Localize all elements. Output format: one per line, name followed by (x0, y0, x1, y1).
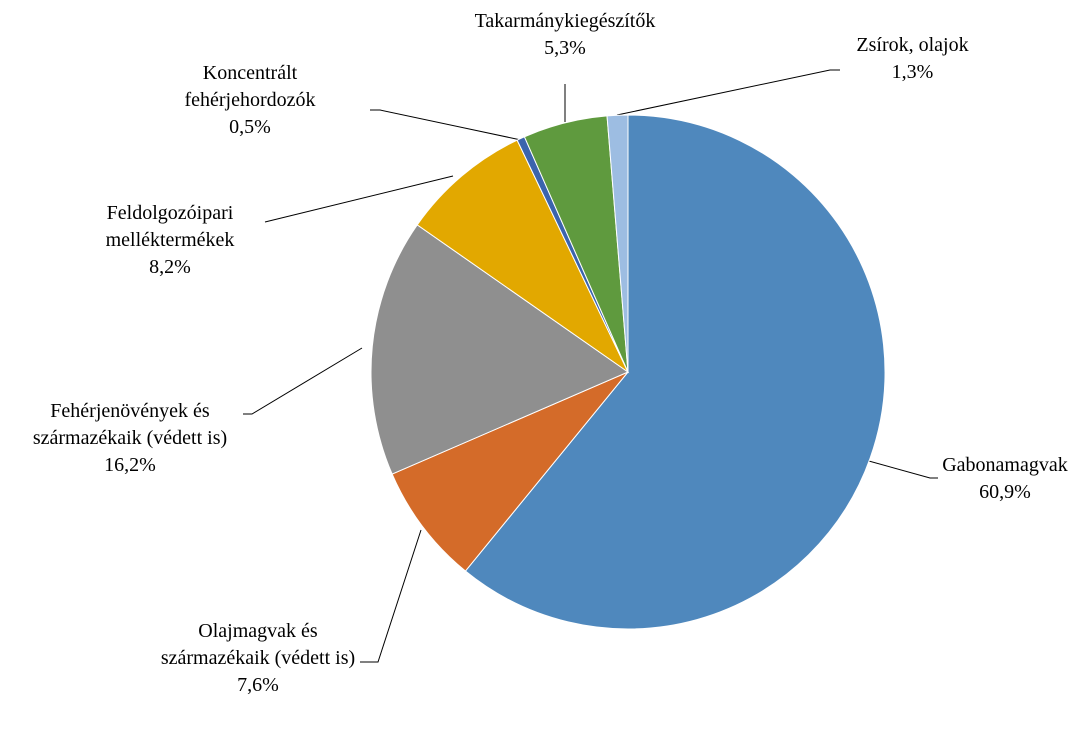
pie-slice (391, 371, 629, 572)
leader-lines (243, 69, 938, 663)
category-label: Zsírok, olajok (856, 34, 969, 56)
leader-line (370, 109, 522, 141)
category-label: Olajmagvak és származékaik (védett is) (160, 620, 356, 669)
leader-line (243, 347, 363, 415)
value-label: 8,2% (149, 256, 191, 278)
value-label: 60,9% (979, 481, 1031, 503)
pie-slice (606, 114, 629, 373)
category-label: Gabonamagvak (942, 454, 1068, 476)
slice-label: Koncentrált fehérjehordozók 0,5% (160, 60, 340, 141)
slice-label: Olajmagvak és származékaik (védett is) 7,… (148, 618, 368, 699)
slice-label: Gabonamagvak 60,9% (930, 452, 1080, 506)
category-label: Koncentrált fehérjehordozók (184, 62, 316, 111)
leader-line (616, 69, 840, 116)
leader-line (264, 175, 454, 223)
leader-line (857, 457, 938, 479)
value-label: 16,2% (104, 454, 156, 476)
slice-label: Fehérjenövények és származékaik (védett … (10, 398, 250, 479)
category-label: Takarmánykiegészítők (474, 10, 656, 32)
slice-label: Zsírok, olajok 1,3% (820, 32, 1005, 86)
category-label: Fehérjenövények és származékaik (védett … (32, 400, 228, 449)
leader-line (360, 529, 422, 663)
value-label: 1,3% (891, 61, 934, 83)
slice-label: Feldolgozóipari melléktermékek 8,2% (60, 200, 280, 281)
value-label: 0,5% (229, 116, 271, 138)
category-label: Feldolgozóipari melléktermékek (105, 202, 235, 251)
pie-slice (464, 114, 886, 630)
pie-slice (416, 139, 630, 374)
slice-label: Takarmánykiegészítők 5,3% (440, 8, 690, 62)
value-label: 5,3% (544, 37, 586, 59)
value-label: 7,6% (237, 674, 279, 696)
pie-slice (370, 224, 630, 475)
